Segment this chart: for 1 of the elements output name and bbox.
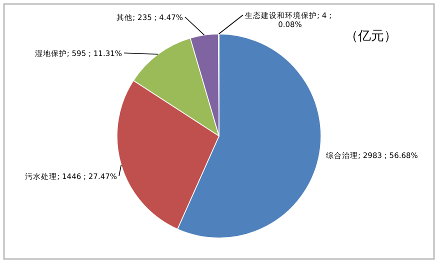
text: （亿元）	[345, 29, 397, 44]
